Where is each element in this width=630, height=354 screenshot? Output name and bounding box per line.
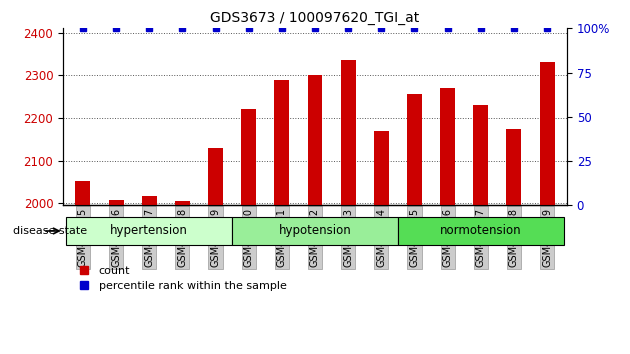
Legend: count, percentile rank within the sample: count, percentile rank within the sample (79, 266, 287, 291)
Bar (341, 60, 355, 205)
Text: disease state: disease state (13, 226, 87, 236)
Title: GDS3673 / 100097620_TGI_at: GDS3673 / 100097620_TGI_at (210, 11, 420, 24)
Bar (76, 181, 90, 205)
Bar (440, 88, 455, 205)
Text: normotension: normotension (440, 224, 522, 238)
Bar (142, 195, 157, 205)
Bar (407, 95, 422, 205)
Text: hypotension: hypotension (278, 224, 352, 238)
Bar (108, 200, 123, 205)
Bar (175, 201, 190, 205)
Bar (473, 105, 488, 205)
Bar (398, 217, 564, 245)
Bar (540, 62, 554, 205)
Bar (507, 129, 522, 205)
Text: hypertension: hypertension (110, 224, 188, 238)
Bar (66, 217, 232, 245)
Bar (275, 80, 289, 205)
Bar (374, 131, 389, 205)
Bar (232, 217, 398, 245)
Bar (208, 148, 223, 205)
Bar (307, 75, 323, 205)
Bar (241, 109, 256, 205)
